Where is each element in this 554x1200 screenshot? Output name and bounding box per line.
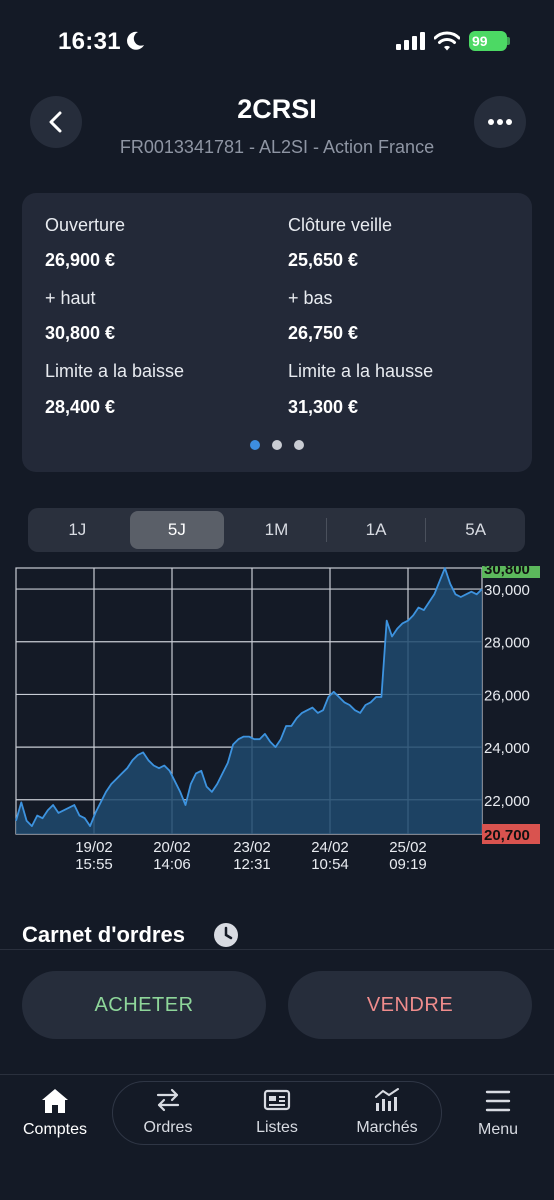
home-icon: [42, 1089, 68, 1113]
tab-menu[interactable]: Menu: [466, 1087, 530, 1139]
period-1m[interactable]: 1M: [264, 520, 289, 539]
tab-listes[interactable]: Listes: [238, 1087, 316, 1137]
x-tick-date: 19/02: [75, 839, 113, 856]
low-value: 26,750 €: [288, 323, 359, 343]
x-tick-time: 12:31: [233, 856, 271, 873]
signal-icon: [396, 32, 425, 50]
page-dot[interactable]: [250, 440, 260, 450]
x-tick-time: 09:19: [389, 856, 427, 873]
quote-info-card[interactable]: Ouverture 26,900 € Clôture veille 25,650…: [22, 193, 532, 472]
tab-marches[interactable]: Marchés: [344, 1087, 430, 1137]
tab-label: Menu: [477, 1121, 519, 1138]
status-bar: 16:31 99: [0, 0, 554, 84]
buy-button[interactable]: ACHETER: [22, 971, 266, 1039]
tab-label: Ordres: [143, 1119, 193, 1136]
page-dot[interactable]: [294, 440, 304, 450]
battery-level: 99: [472, 33, 488, 49]
clock-icon[interactable]: [213, 922, 239, 948]
high-badge-label: 30,800: [484, 566, 530, 578]
back-button[interactable]: [30, 96, 82, 148]
period-divider: [425, 518, 427, 542]
tab-ordres[interactable]: Ordres: [128, 1087, 208, 1137]
sell-button[interactable]: VENDRE: [288, 971, 532, 1039]
section-divider: [0, 949, 554, 950]
tab-group: [112, 1081, 442, 1145]
tab-comptes[interactable]: Comptes: [14, 1087, 96, 1139]
battery-tip: [507, 37, 510, 45]
price-line: [15, 567, 483, 827]
tab-bar: Comptes Ordres Listes Marchés Menu: [0, 1074, 554, 1200]
upper-limit-label: Limite a la hausse: [288, 361, 434, 381]
low-badge-label: 20,700: [484, 827, 530, 844]
period-divider: [325, 518, 327, 542]
status-time: 16:31: [58, 28, 121, 55]
tab-label: Comptes: [22, 1121, 88, 1138]
tab-label: Marchés: [356, 1119, 418, 1136]
menu-icon: [485, 1090, 511, 1112]
low-badge: [482, 824, 540, 844]
upper-limit-value: 31,300 €: [288, 397, 359, 417]
prev-close-label: Clôture veille: [288, 215, 393, 235]
isin-subtitle: FR0013341781 - AL2SI - Action France: [119, 137, 435, 157]
y-tick-label: 26,000: [484, 687, 530, 704]
y-tick-label: 24,000: [484, 740, 530, 757]
open-value: 26,900 €: [45, 250, 116, 270]
high-label: + haut: [45, 288, 96, 308]
battery-indicator: 99: [469, 31, 507, 51]
period-selector: 1J 5J 1M 1A 5A: [28, 508, 525, 552]
price-chart[interactable]: 30,000 28,000 26,000 24,000 22,000 30,800 20,7…: [14, 566, 554, 876]
x-tick-date: 23/02: [233, 839, 271, 856]
y-tick-label: 28,000: [484, 635, 530, 652]
period-1a[interactable]: 1A: [365, 520, 387, 539]
page-indicator[interactable]: [22, 440, 532, 450]
tab-label: Listes: [256, 1119, 298, 1136]
lower-limit-value: 28,400 €: [45, 397, 116, 417]
y-tick-label: 30,000: [484, 582, 530, 599]
page-dot[interactable]: [272, 440, 282, 450]
low-label: + bas: [288, 288, 333, 308]
price-area: [16, 568, 482, 834]
moon-icon: [127, 31, 144, 50]
x-tick-date: 20/02: [153, 839, 191, 856]
wifi-icon: [434, 31, 460, 51]
high-badge: [482, 566, 540, 578]
period-5j[interactable]: 5J: [129, 511, 225, 549]
x-tick-date: 24/02: [311, 839, 349, 856]
period-5a[interactable]: 5A: [465, 520, 487, 539]
page-title: 2CRSI: [237, 94, 317, 124]
x-tick-time: 14:06: [153, 856, 191, 873]
card-icon: [263, 1089, 291, 1111]
x-tick-time: 10:54: [311, 856, 349, 873]
y-tick-label: 22,000: [484, 793, 530, 810]
period-1j[interactable]: 1J: [68, 520, 87, 539]
order-book-title: Carnet d'ordres: [22, 922, 185, 947]
high-value: 30,800 €: [45, 323, 116, 343]
x-tick-date: 25/02: [389, 839, 427, 856]
more-options-button[interactable]: [474, 96, 526, 148]
prev-close-value: 25,650 €: [288, 250, 359, 270]
more-dots-icon: [488, 119, 512, 125]
chevron-left-icon: [49, 111, 62, 133]
x-tick-time: 15:55: [75, 856, 113, 873]
arrows-icon: [156, 1088, 180, 1112]
lower-limit-label: Limite a la baisse: [45, 361, 185, 381]
open-label: Ouverture: [45, 215, 126, 235]
chart-icon: [375, 1088, 399, 1111]
